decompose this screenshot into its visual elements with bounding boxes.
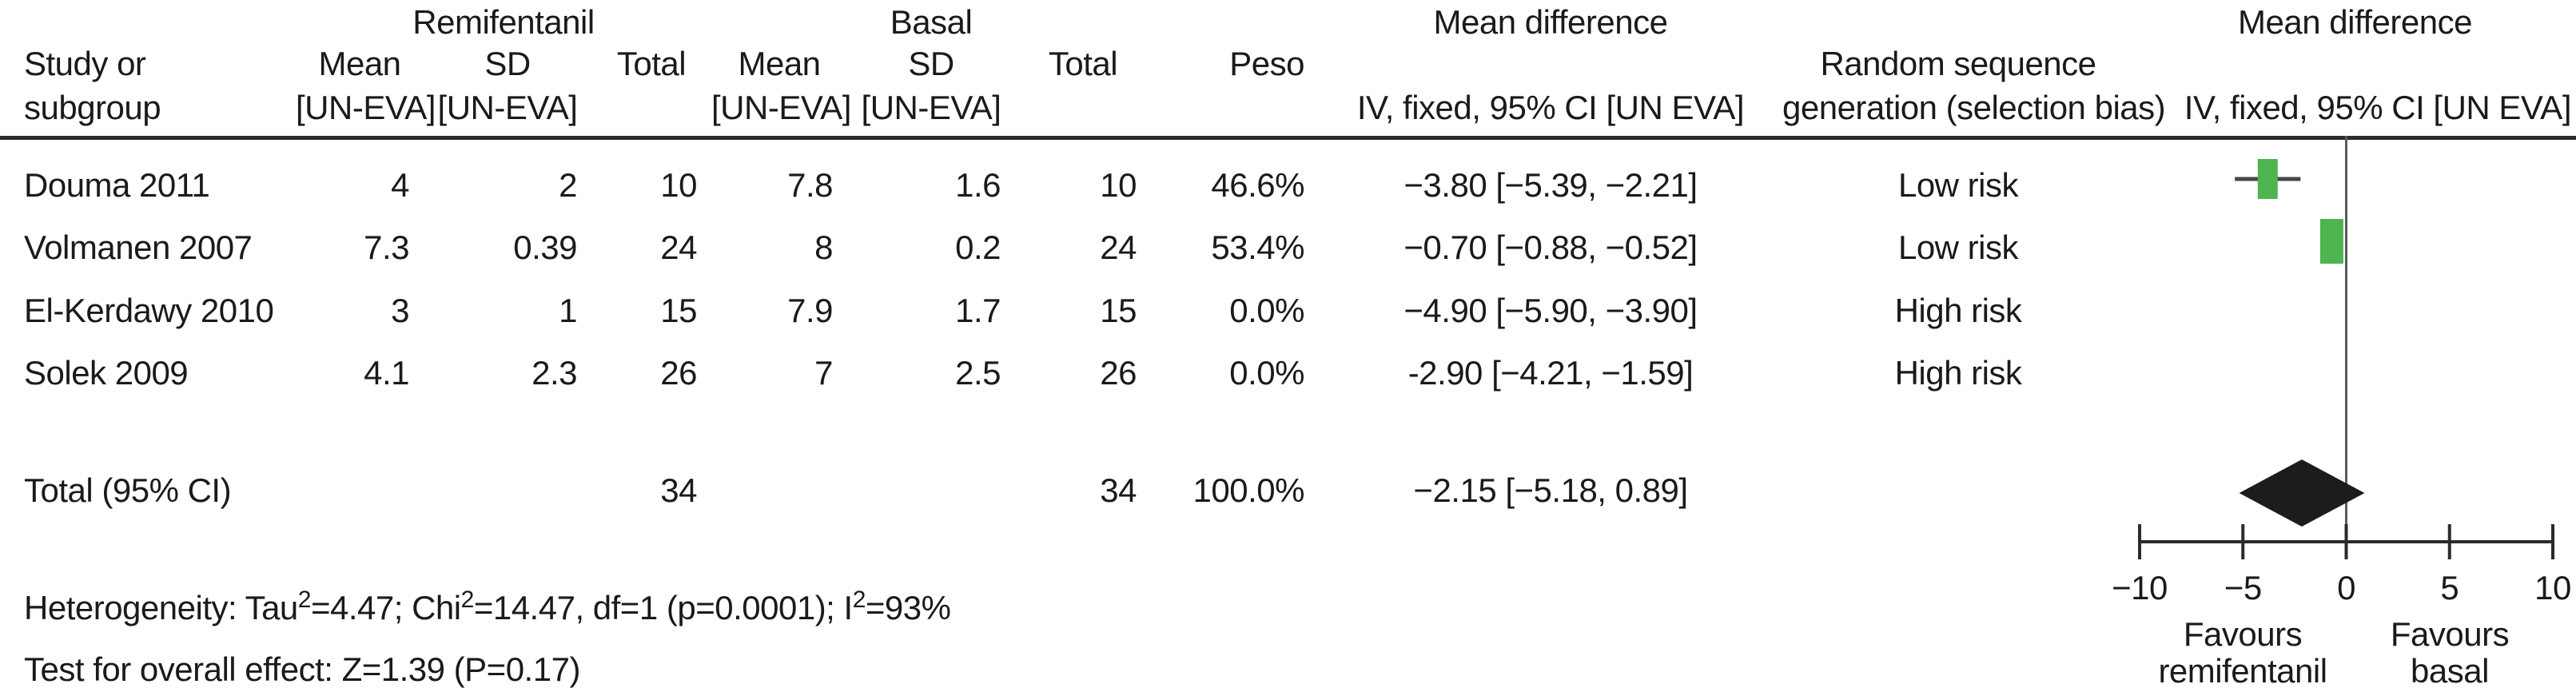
table-row-douma-2011: Douma 2011 4 2 10 7.8 1.6 10 46.6% −3.80… <box>0 153 2576 217</box>
study-column-header-line2: subgroup <box>24 89 161 126</box>
remi-total-header: Total <box>616 45 687 82</box>
remi-mean: 4 <box>391 166 409 204</box>
x-axis-tick-label: 0 <box>2337 569 2355 606</box>
remi-sd-unit-header: [UN-EVA] <box>437 89 578 126</box>
x-axis-tick-label: 10 <box>2534 569 2571 606</box>
risk-of-bias-value: Low risk <box>1897 166 2019 204</box>
study-name: Douma 2011 <box>24 166 210 204</box>
basal-mean-unit-header: [UN-EVA] <box>711 89 851 126</box>
header-divider <box>0 136 2576 140</box>
heterogeneity-segment: =4.47; Chi <box>310 589 461 626</box>
remifentanil-group-header: Remifentanil <box>412 3 595 41</box>
column-header-row-2: subgroup [UN-EVA] [UN-EVA] [UN-EVA] [UN-… <box>0 85 2576 131</box>
study-name: Solek 2009 <box>24 354 189 392</box>
risk-of-bias-header-line1: Random sequence <box>1820 45 2096 82</box>
heterogeneity-text: Heterogeneity: Tau2=4.47; Chi2=14.47, df… <box>24 587 951 627</box>
table-row-el-kerdawy-2010: El-Kerdawy 2010 3 1 15 7.9 1.7 15 0.0% −… <box>0 279 2576 343</box>
basal-sd: 2.5 <box>955 354 1001 392</box>
remi-total-sum: 34 <box>660 471 697 509</box>
favours-right-label-line1: Favours <box>2390 615 2510 653</box>
basal-mean-header: Mean <box>738 45 821 82</box>
basal-total: 15 <box>1100 292 1137 329</box>
basal-mean: 7 <box>814 354 833 392</box>
basal-sd-unit-header: [UN-EVA] <box>861 89 1001 126</box>
remi-sd: 2 <box>559 166 577 204</box>
remi-mean: 4.1 <box>364 354 409 392</box>
weight-column-header: Peso <box>1229 45 1304 82</box>
x-axis-tick-label: 5 <box>2440 569 2459 606</box>
remi-sd: 0.39 <box>513 229 577 266</box>
plot-column-subheader: IV, fixed, 95% CI [UN EVA] <box>2184 89 2572 126</box>
heterogeneity-segment: =93% <box>865 589 951 626</box>
basal-sd: 1.6 <box>955 166 1001 204</box>
overall-effect-text: Test for overall effect: Z=1.39 (P=0.17) <box>24 650 580 688</box>
mean-difference-header-left: Mean difference <box>1433 3 1668 41</box>
column-header-row-1: Study or Mean SD Total Mean SD Total Pes… <box>0 43 2576 85</box>
remi-total: 15 <box>660 292 697 329</box>
basal-total-sum: 34 <box>1100 471 1137 509</box>
remi-sd-header: SD <box>484 45 531 82</box>
group-header-row: Remifentanil Basal Mean difference Mean … <box>0 2 2576 43</box>
mean-difference-ci: −4.90 [−5.90, −3.90] <box>1403 292 1698 329</box>
remi-total: 10 <box>660 166 697 204</box>
heterogeneity-segment: Heterogeneity: Tau <box>24 589 298 626</box>
remi-sd: 1 <box>559 292 577 329</box>
weight-value: 46.6% <box>1211 166 1304 204</box>
remi-sd: 2.3 <box>532 354 577 392</box>
mean-difference-ci: −3.80 [−5.39, −2.21] <box>1403 166 1698 204</box>
favours-left-label-line1: Favours <box>2183 615 2303 653</box>
table-row-volmanen-2007: Volmanen 2007 7.3 0.39 24 8 0.2 24 53.4%… <box>0 216 2576 280</box>
remi-total: 24 <box>660 229 697 266</box>
total-weight: 100.0% <box>1192 471 1305 509</box>
superscript-2: 2 <box>297 587 312 613</box>
weight-value: 0.0% <box>1229 292 1304 329</box>
study-name: El-Kerdawy 2010 <box>24 292 274 329</box>
remi-mean-header: Mean <box>318 45 401 82</box>
risk-of-bias-value: High risk <box>1894 354 2022 392</box>
total-mean-difference-ci: −2.15 [−5.18, 0.89] <box>1413 471 1688 509</box>
total-row: Total (95% CI) 34 34 100.0% −2.15 [−5.18… <box>0 459 2576 523</box>
basal-mean: 7.8 <box>787 166 833 204</box>
basal-mean: 7.9 <box>787 292 833 329</box>
basal-total: 10 <box>1100 166 1137 204</box>
x-axis-tick-label: −5 <box>2224 569 2262 606</box>
total-label: Total (95% CI) <box>24 471 232 509</box>
superscript-2: 2 <box>852 587 866 613</box>
basal-total-header: Total <box>1048 45 1118 82</box>
risk-of-bias-value: High risk <box>1894 292 2022 329</box>
basal-sd: 1.7 <box>955 292 1001 329</box>
superscript-2: 2 <box>460 587 475 613</box>
remi-total: 26 <box>660 354 697 392</box>
mean-difference-header-right: Mean difference <box>2238 3 2472 41</box>
study-column-header-line1: Study or <box>24 45 146 82</box>
favours-left-label-line2: remifentanil <box>2158 652 2327 688</box>
risk-of-bias-value: Low risk <box>1897 229 2019 266</box>
favours-right-label-line2: basal <box>2411 652 2489 688</box>
weight-value: 0.0% <box>1229 354 1304 392</box>
ci-column-subheader: IV, fixed, 95% CI [UN EVA] <box>1356 89 1745 126</box>
basal-sd: 0.2 <box>955 229 1001 266</box>
basal-group-header: Basal <box>890 3 973 41</box>
basal-total: 26 <box>1100 354 1137 392</box>
mean-difference-ci: −0.70 [−0.88, −0.52] <box>1403 229 1698 266</box>
basal-sd-header: SD <box>908 45 954 82</box>
basal-mean: 8 <box>814 229 833 266</box>
remi-mean: 3 <box>391 292 409 329</box>
weight-value: 53.4% <box>1211 229 1304 266</box>
risk-of-bias-header-line2: generation (selection bias) <box>1782 89 2166 126</box>
remi-mean-unit-header: [UN-EVA] <box>296 89 436 126</box>
basal-total: 24 <box>1100 229 1137 266</box>
heterogeneity-segment: =14.47, df=1 (p=0.0001); I <box>473 589 853 626</box>
study-name: Volmanen 2007 <box>24 229 253 266</box>
x-axis-tick-label: −10 <box>2112 569 2168 606</box>
table-row-solek-2009: Solek 2009 4.1 2.3 26 7 2.5 26 0.0% -2.9… <box>0 341 2576 405</box>
remi-mean: 7.3 <box>364 229 409 266</box>
mean-difference-ci: -2.90 [−4.21, −1.59] <box>1407 354 1694 392</box>
